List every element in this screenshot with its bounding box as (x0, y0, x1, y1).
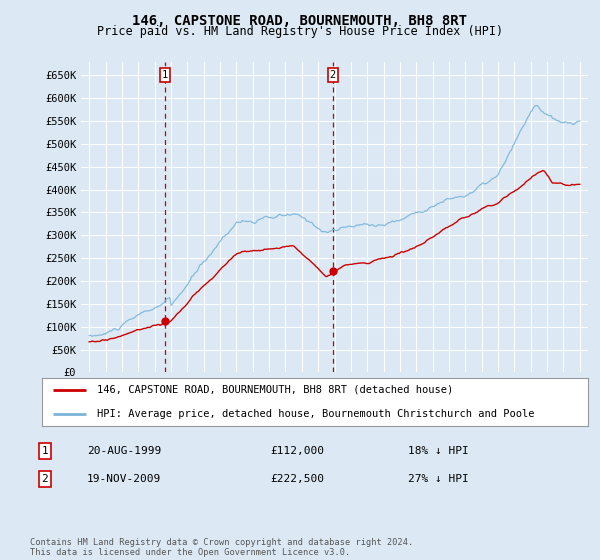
Text: 18% ↓ HPI: 18% ↓ HPI (408, 446, 469, 456)
Text: 1: 1 (41, 446, 49, 456)
Text: 20-AUG-1999: 20-AUG-1999 (87, 446, 161, 456)
Text: 19-NOV-2009: 19-NOV-2009 (87, 474, 161, 484)
Text: £112,000: £112,000 (270, 446, 324, 456)
Text: 27% ↓ HPI: 27% ↓ HPI (408, 474, 469, 484)
Text: £222,500: £222,500 (270, 474, 324, 484)
Text: 146, CAPSTONE ROAD, BOURNEMOUTH, BH8 8RT (detached house): 146, CAPSTONE ROAD, BOURNEMOUTH, BH8 8RT… (97, 385, 453, 395)
Text: Price paid vs. HM Land Registry's House Price Index (HPI): Price paid vs. HM Land Registry's House … (97, 25, 503, 38)
Text: HPI: Average price, detached house, Bournemouth Christchurch and Poole: HPI: Average price, detached house, Bour… (97, 409, 534, 419)
Text: 1: 1 (162, 71, 168, 80)
Text: 146, CAPSTONE ROAD, BOURNEMOUTH, BH8 8RT: 146, CAPSTONE ROAD, BOURNEMOUTH, BH8 8RT (133, 14, 467, 28)
Text: 2: 2 (41, 474, 49, 484)
Text: Contains HM Land Registry data © Crown copyright and database right 2024.
This d: Contains HM Land Registry data © Crown c… (30, 538, 413, 557)
Text: 2: 2 (329, 71, 336, 80)
